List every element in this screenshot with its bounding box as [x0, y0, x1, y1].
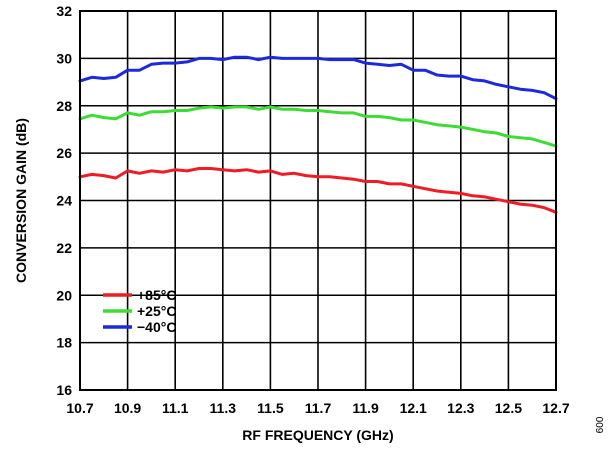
x-tick-label: 10.9 — [114, 400, 141, 416]
x-tick-label: 12.5 — [495, 400, 522, 416]
series-line-2 — [78, 55, 558, 101]
y-tick-label: 16 — [56, 382, 72, 398]
y-tick-label: 28 — [56, 98, 72, 114]
y-tick-label: 22 — [56, 240, 72, 256]
y-tick-label: 32 — [56, 3, 72, 19]
x-tick-label: 12.3 — [447, 400, 474, 416]
series-lines — [78, 55, 558, 214]
y-tick-labels: 16 18 20 22 24 26 28 30 32 — [56, 3, 72, 398]
legend-label: −40°C — [137, 319, 176, 335]
y-tick-label: 18 — [56, 335, 72, 351]
x-tick-label: 12.1 — [400, 400, 427, 416]
x-tick-label: 11.9 — [352, 400, 379, 416]
x-tick-label: 10.7 — [66, 400, 93, 416]
x-tick-label: 12.7 — [542, 400, 569, 416]
x-tick-label: 11.7 — [305, 400, 332, 416]
legend-label: +85°C — [137, 287, 176, 303]
y-tick-label: 30 — [56, 50, 72, 66]
series-line-1 — [78, 105, 558, 148]
x-tick-label: 11.3 — [210, 400, 237, 416]
plot-frame — [79, 10, 557, 391]
x-tick-labels: 10.7 10.9 11.1 11.3 11.5 11.7 11.9 12.1 12.3 12.5… — [66, 400, 569, 416]
y-tick-label: 26 — [56, 145, 72, 161]
x-axis-title: RF FREQUENCY (GHz) — [242, 427, 393, 443]
legend: +85°C+25°C−40°C — [103, 287, 176, 335]
series-line-0 — [78, 167, 558, 214]
figure-id: 009 — [593, 417, 604, 434]
y-axis-title: CONVERSION GAIN (dB) — [13, 118, 29, 283]
y-tick-label: 24 — [56, 193, 72, 209]
x-tick-label: 11.1 — [162, 400, 189, 416]
legend-label: +25°C — [137, 303, 176, 319]
x-tick-label: 11.5 — [257, 400, 284, 416]
y-tick-label: 20 — [56, 287, 72, 303]
